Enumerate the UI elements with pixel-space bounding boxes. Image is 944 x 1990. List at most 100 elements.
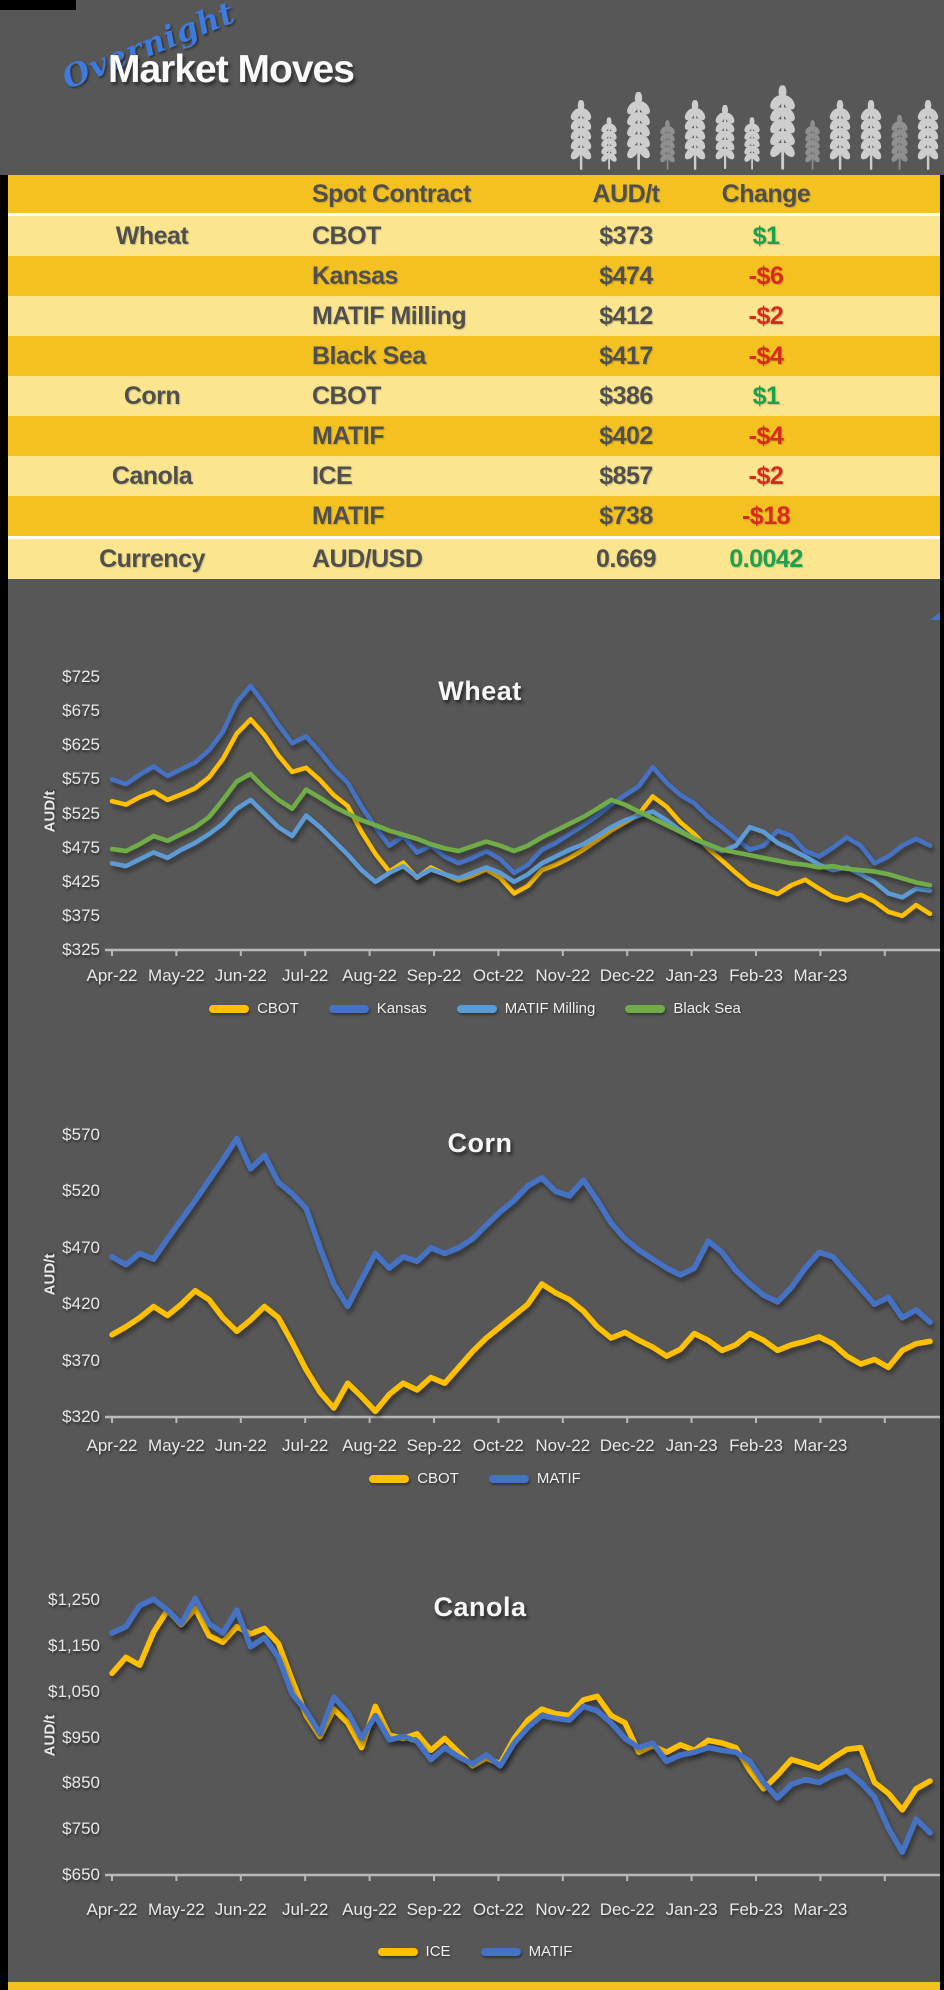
y-tick-label: $470	[62, 1237, 100, 1257]
x-tick-label: Oct-22	[472, 1900, 524, 1919]
legend-swatch-icon	[209, 1004, 250, 1013]
legend-swatch-icon	[369, 1474, 410, 1483]
legend-label: ICE	[425, 1943, 451, 1960]
x-tick-label: Aug-22	[342, 1900, 397, 1919]
chart-legend: CBOT Kansas MATIF Milling Black Sea	[105, 1000, 845, 1017]
table-row: MATIF $738 -$18	[8, 496, 940, 536]
x-tick-label: Apr-22	[86, 966, 138, 985]
legend-label: Kansas	[376, 1000, 427, 1017]
cell-value: $373	[599, 221, 653, 250]
chart-title: Wheat	[438, 676, 522, 706]
wheat-icon	[569, 100, 593, 170]
table-row: MATIF Milling $412 -$2	[8, 296, 940, 336]
x-tick-label: Jun-22	[214, 1900, 267, 1919]
x-tick-label: Jun-22	[214, 1436, 267, 1455]
cell-commodity: Corn	[123, 381, 181, 410]
wheat-icon	[890, 115, 909, 170]
table-row: Wheat CBOT $373 $1	[8, 216, 940, 256]
cell-change: -$4	[748, 341, 784, 370]
table-separator	[8, 536, 940, 539]
y-tick-label: $750	[62, 1819, 100, 1839]
cell-commodity: Currency	[99, 544, 205, 573]
wheat-icon	[659, 120, 676, 170]
y-tick-label: $575	[62, 769, 100, 789]
cell-contract: CBOT	[312, 381, 381, 410]
page-title: Market Moves	[108, 48, 355, 91]
y-tick-label: $425	[62, 871, 100, 891]
legend-item: ICE	[377, 1943, 451, 1960]
y-tick-label: $1,150	[48, 1635, 100, 1655]
legend-item: CBOT	[209, 1000, 299, 1017]
x-tick-label: Apr-22	[86, 1436, 138, 1455]
x-tick-label: Jul-22	[282, 966, 329, 985]
x-tick-label: May-22	[148, 1436, 205, 1455]
cell-change: -$4	[748, 421, 784, 450]
corner-marker-icon	[930, 612, 940, 620]
table-header-col-contract: Spot Contract	[312, 179, 471, 208]
wheat-icon	[625, 92, 652, 170]
spot-price-table: Spot Contract AUD/t Change Wheat CBOT $373 $1 K…	[8, 175, 940, 579]
legend-label: Black Sea	[673, 1000, 741, 1017]
y-tick-label: $1,050	[48, 1681, 100, 1701]
legend-item: MATIF	[480, 1943, 572, 1960]
cell-value: $386	[599, 381, 653, 410]
x-tick-label: Mar-23	[793, 1436, 848, 1455]
cell-contract: MATIF Milling	[312, 301, 467, 330]
cell-commodity: Wheat	[115, 221, 189, 250]
y-axis-title: AUD/t	[41, 790, 59, 833]
cell-contract: MATIF	[312, 501, 385, 530]
corner-strip	[0, 0, 76, 10]
y-tick-label: $420	[62, 1294, 100, 1314]
legend-item: MATIF	[488, 1470, 581, 1487]
cell-value: $474	[599, 261, 653, 290]
x-tick-label: Jun-22	[214, 966, 267, 985]
y-tick-label: $650	[62, 1865, 100, 1884]
wheat-icon	[828, 100, 852, 170]
cell-change: -$2	[748, 461, 784, 490]
table-row: Canola ICE $857 -$2	[8, 456, 940, 496]
legend-swatch-icon	[328, 1004, 369, 1013]
table-row: Corn CBOT $386 $1	[8, 376, 940, 416]
x-tick-label: Jul-22	[282, 1436, 329, 1455]
y-tick-label: $570	[62, 1125, 100, 1144]
cell-contract: ICE	[312, 461, 353, 490]
wheat-icon	[714, 104, 736, 170]
x-tick-label: Jul-22	[282, 1900, 329, 1919]
x-tick-label: Mar-23	[793, 966, 848, 985]
table-header-col-change: Change	[721, 179, 811, 208]
table-header-col-value: AUD/t	[592, 179, 660, 208]
x-tick-label: Jan-23	[665, 1900, 718, 1919]
chart-title: Corn	[447, 1128, 513, 1158]
chart-legend: ICE MATIF	[105, 1943, 845, 1960]
cell-value: $412	[599, 301, 653, 330]
table-row: Kansas $474 -$6	[8, 256, 940, 296]
y-tick-label: $850	[62, 1773, 100, 1793]
x-tick-label: May-22	[148, 1900, 205, 1919]
wheat-icon	[916, 100, 940, 170]
legend-swatch-icon	[377, 1947, 418, 1956]
legend-item: Black Sea	[625, 1000, 741, 1017]
cell-value: $402	[599, 421, 653, 450]
x-tick-label: Nov-22	[535, 1900, 591, 1919]
x-tick-label: Oct-22	[472, 1436, 524, 1455]
cell-change: $1	[752, 221, 780, 250]
wheat-icon	[804, 120, 821, 170]
y-tick-label: $725	[62, 667, 100, 686]
cell-commodity: Canola	[111, 461, 193, 490]
y-tick-label: $950	[62, 1727, 100, 1747]
x-tick-label: Sep-22	[406, 1436, 462, 1455]
x-tick-label: Dec-22	[599, 1436, 655, 1455]
cell-value: $417	[599, 341, 653, 370]
y-tick-label: $625	[62, 735, 100, 755]
x-tick-label: May-22	[148, 966, 205, 985]
cell-value: 0.669	[595, 544, 657, 573]
x-tick-label: Aug-22	[342, 1436, 397, 1455]
x-tick-label: Sep-22	[406, 966, 462, 985]
x-tick-label: Feb-23	[729, 1436, 783, 1455]
x-tick-label: Apr-22	[86, 1900, 138, 1919]
wheat-icons-row	[552, 84, 940, 170]
legend-swatch-icon	[480, 1947, 521, 1956]
legend-swatch-icon	[488, 1474, 529, 1483]
y-tick-label: $1,250	[48, 1590, 100, 1609]
x-tick-label: Dec-22	[599, 1900, 655, 1919]
